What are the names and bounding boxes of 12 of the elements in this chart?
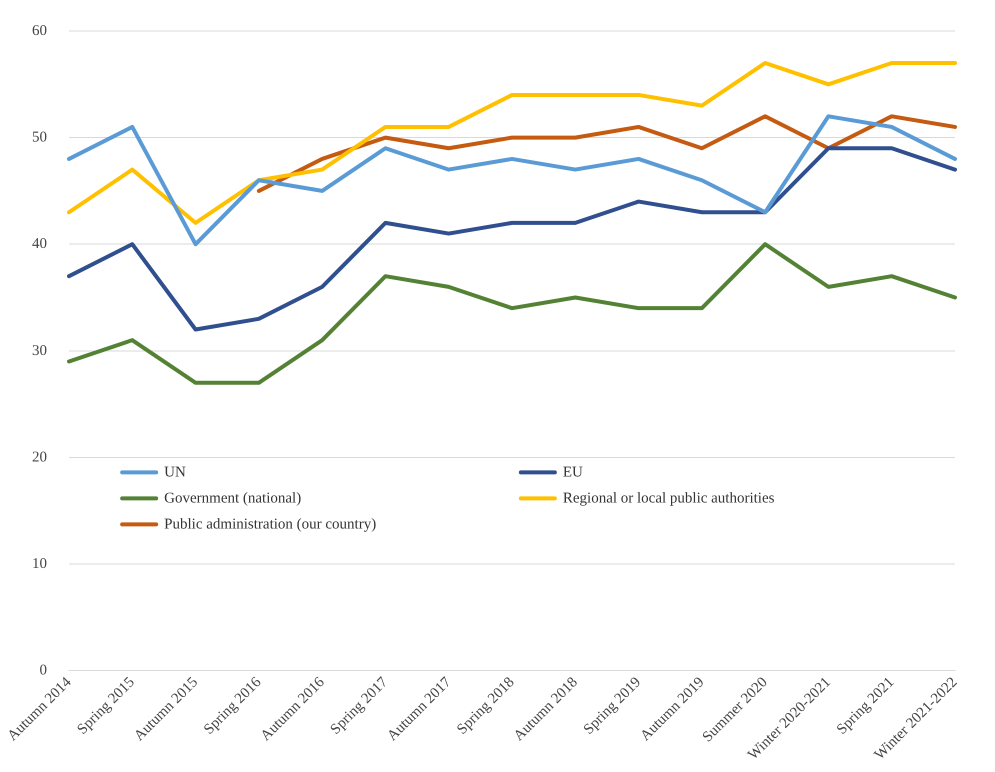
y-tick-label: 10 — [32, 556, 47, 572]
legend-label: EU — [562, 464, 584, 480]
y-tick-label: 0 — [40, 662, 47, 679]
legend-label: Government (national) — [164, 490, 302, 506]
y-tick-label: 20 — [32, 449, 47, 466]
y-tick-label: 30 — [32, 342, 47, 359]
y-tick-label: 50 — [32, 130, 47, 146]
y-tick-label: 60 — [32, 22, 47, 39]
legend-label: Regional or local public authorities — [562, 490, 775, 506]
y-tick-label: 40 — [32, 236, 47, 252]
legend-label: Public administration (our country) — [164, 516, 376, 532]
legend-label: UN — [164, 464, 186, 480]
